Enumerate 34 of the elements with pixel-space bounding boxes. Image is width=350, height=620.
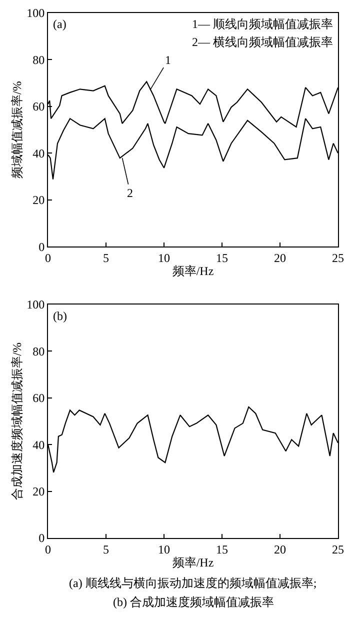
y-tick-label: 100 [26,298,45,312]
x-tick-label: 5 [103,542,109,556]
annotation: 1— 顺线向频域幅值减振率 [192,17,333,31]
y-tick-label: 60 [32,100,45,114]
text: (b) 合成加速度频域幅值减振率 [113,595,274,609]
x-axis-title: 频率/Hz [172,264,214,278]
text: (a) 顺线线与横向振动加速度的频域幅值减振率; [69,576,317,590]
x-tick-label: 10 [158,542,170,556]
x-tick-label: 15 [216,251,228,266]
x-tick-label: 25 [332,542,344,556]
x-tick-label: 20 [274,251,286,266]
y-tick-label: 0 [38,531,45,546]
y-tick-label: 100 [26,6,45,20]
y-axis-title: 合成加速度频域幅值减振率/% [10,342,24,500]
y-tick-label: 80 [32,52,45,67]
y-tick-label: 0 [38,240,45,254]
annotation: 1 [165,53,171,67]
chart-title: (b) [53,309,67,323]
x-tick-label: 10 [158,251,170,266]
annotation: 2— 横线向频域幅值减振率 [192,35,333,49]
x-tick-label: 5 [103,251,109,266]
x-axis-title: 频率/Hz [172,555,214,570]
x-tick-label: 20 [274,542,286,556]
annotation: 2 [127,186,133,200]
y-tick-label: 20 [32,484,45,498]
y-tick-label: 80 [32,344,45,358]
x-tick-label: 15 [216,542,228,556]
y-tick-label: 60 [32,391,45,406]
y-axis-title: 频域幅值减振率/% [10,81,24,178]
y-tick-label: 40 [32,438,45,452]
y-tick-label: 40 [32,146,45,160]
x-tick-label: 25 [332,251,344,266]
y-tick-label: 20 [32,193,45,208]
chart-title: (a) [53,17,66,31]
